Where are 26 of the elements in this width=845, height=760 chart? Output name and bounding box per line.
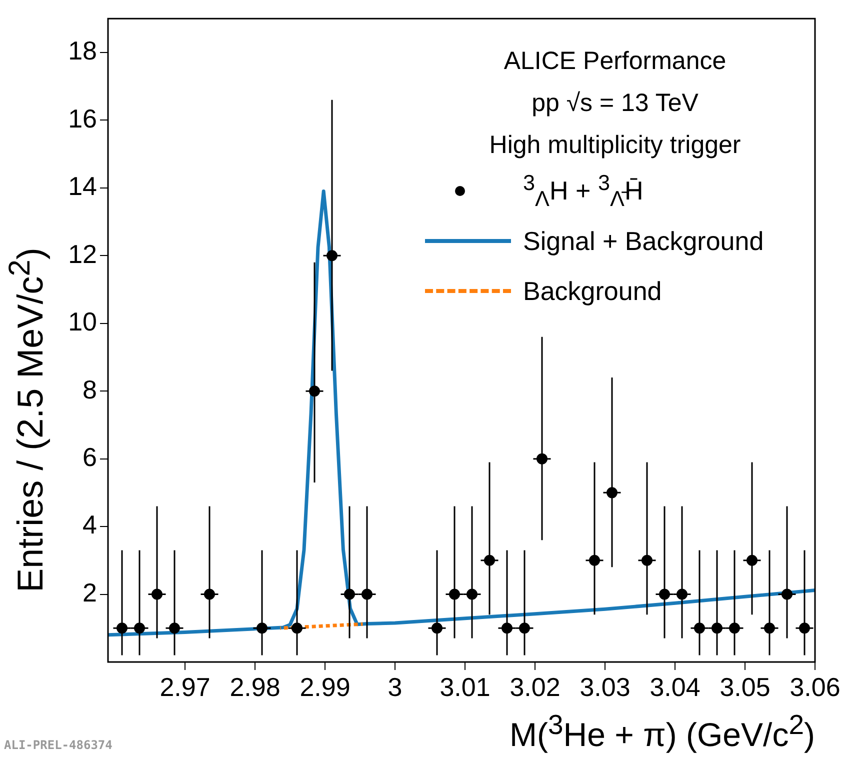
- x-tick-label: 3.01: [440, 672, 490, 702]
- legend-label: Background: [523, 276, 662, 306]
- text: ALI-PREL-486374: [4, 738, 112, 752]
- y-tick-label: 14: [68, 171, 97, 202]
- x-tick-label: 2.97: [160, 672, 210, 702]
- annotation: ALICE Performance: [504, 46, 726, 77]
- x-axis-title: M($^{3}$He + π) (GeV/c$^{2}$): [510, 709, 815, 754]
- annotation: High multiplicity trigger: [489, 130, 741, 161]
- x-tick-label: 3.03: [580, 672, 630, 702]
- x-tick-label: 2.99: [300, 672, 350, 702]
- x-tick-label: 3: [388, 672, 402, 702]
- y-tick-label: 16: [68, 103, 97, 134]
- x-tick-label: 3.04: [650, 672, 700, 702]
- x-tick-label: 2.98: [230, 672, 280, 702]
- x-tick-label: 3.06: [790, 672, 840, 702]
- annotation: pp √s = 13 TeV: [532, 88, 698, 119]
- y-tick-label: 18: [68, 36, 97, 66]
- legend-label: Signal + Background: [523, 226, 764, 256]
- y-tick-label: 4: [82, 510, 97, 540]
- y-tick-label: 2: [82, 577, 97, 608]
- y-tick-label: 6: [82, 442, 97, 472]
- y-tick-label: 8: [82, 374, 97, 404]
- y-tick-label: 10: [68, 306, 97, 337]
- y-tick-label: 12: [68, 238, 97, 269]
- x-tick-label: 3.02: [510, 672, 560, 702]
- x-tick-label: 3.05: [720, 672, 770, 702]
